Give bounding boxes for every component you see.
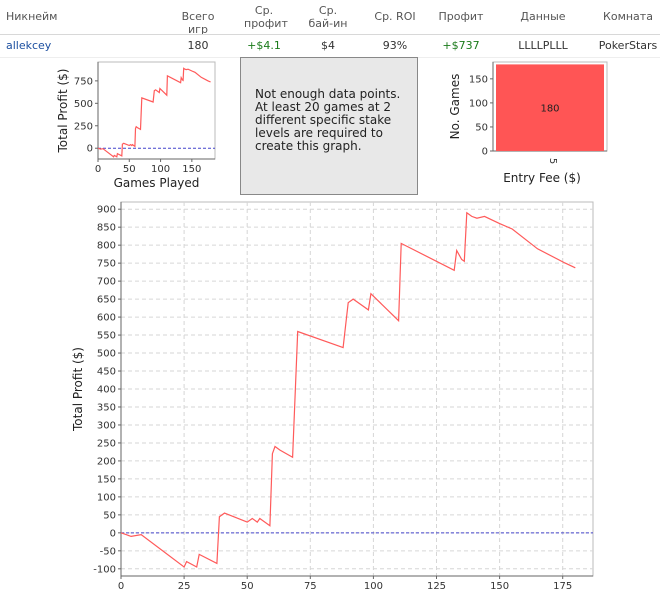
y-tick-label: 750 — [74, 76, 93, 87]
x-tick-label: 150 — [182, 164, 201, 175]
y-tick-label: 550 — [97, 331, 116, 342]
y-tick-label: 750 — [97, 259, 116, 270]
profit-series-line — [120, 211, 576, 568]
x-tick-label: 5 — [547, 158, 558, 164]
y-tick-label: 650 — [97, 295, 116, 306]
x-tick-label: 100 — [151, 164, 170, 175]
y-tick-label: 350 — [97, 402, 116, 413]
x-tick-label: 50 — [123, 164, 136, 175]
col-nickname: Никнейм — [6, 10, 58, 23]
col-avg-profit: Ср. профит — [244, 4, 288, 30]
y-tick-label: 400 — [97, 385, 116, 396]
avg-buyin-value: $4 — [321, 39, 335, 52]
y-tick-label: 250 — [74, 121, 93, 132]
col-data: Данные — [520, 10, 566, 23]
y-tick-label: 600 — [97, 313, 116, 324]
x-tick-label: 125 — [427, 581, 446, 592]
col-avg-roi: Ср. ROI — [374, 10, 416, 23]
y-tick-label: 700 — [97, 277, 116, 288]
small-profit-chart: 0 50 100 150 0 250 500 750 Games Played Total Pro… — [56, 61, 216, 190]
y-tick-label: 100 — [469, 98, 488, 109]
x-tick-label: 150 — [490, 581, 509, 592]
x-tick-label: 75 — [304, 581, 317, 592]
entry-fee-chart: 0 50 100 150 180 5 Entry Fee ($) No. Games — [448, 61, 608, 185]
y-tick-label: 800 — [97, 241, 116, 252]
y-axis-label: Total Profit ($) — [71, 347, 85, 432]
y-tick-label: 850 — [97, 223, 116, 234]
y-tick-label: 250 — [97, 438, 116, 449]
y-tick-label: 900 — [97, 205, 116, 216]
plot-area — [97, 61, 216, 160]
y-tick-label: -50 — [100, 546, 116, 557]
col-profit: Профит — [438, 10, 484, 23]
bar-data-label: 180 — [540, 104, 559, 115]
y-tick-label: 150 — [469, 74, 488, 85]
y-tick-label: -100 — [93, 564, 116, 575]
col-avg-buyin: Ср. бай-ин — [308, 4, 348, 30]
y-tick-label: 50 — [475, 122, 488, 133]
table-row: allekcey 180 +$4.1 $4 93% +$737 LLLLPLLL… — [0, 34, 660, 58]
y-tick-label: 0 — [110, 528, 116, 539]
y-axis-label: No. Games — [448, 74, 462, 140]
y-tick-label: 200 — [97, 456, 116, 467]
y-tick-label: 300 — [97, 420, 116, 431]
bar-entry-fee — [496, 64, 604, 151]
avg-roi-value: 93% — [382, 39, 408, 52]
x-tick-label: 50 — [241, 581, 254, 592]
col-total-games: Всего игр — [181, 10, 215, 36]
main-profit-chart: 0 25 50 75 100 125 150 175 -100 -50 0 50 100 150 200 25… — [71, 201, 594, 592]
x-tick-label: 25 — [178, 581, 191, 592]
avg-profit-value: +$4.1 — [247, 39, 281, 52]
y-tick-label: 500 — [97, 349, 116, 360]
y-tick-label: 50 — [103, 510, 116, 521]
table-header: Никнейм Всего игр Ср. профит Ср. бай-ин … — [0, 0, 660, 36]
total-games-value: 180 — [187, 39, 209, 52]
x-tick-label: 0 — [95, 164, 101, 175]
x-tick-label: 175 — [553, 581, 572, 592]
data-value: LLLLPLLL — [518, 39, 568, 52]
x-tick-label: 0 — [118, 581, 124, 592]
profit-value: +$737 — [442, 39, 480, 52]
not-enough-data-message: Not enough data points. At least 20 game… — [240, 57, 418, 195]
y-tick-label: 450 — [97, 367, 116, 378]
y-tick-label: 150 — [97, 474, 116, 485]
x-axis-label: Games Played — [114, 176, 200, 190]
y-tick-label: 100 — [97, 492, 116, 503]
col-room: Комната — [603, 10, 653, 23]
y-tick-label: 500 — [74, 99, 93, 110]
y-tick-label: 0 — [482, 147, 488, 158]
player-link[interactable]: allekcey — [6, 39, 52, 52]
profit-series-line — [97, 67, 211, 158]
y-axis-label: Total Profit ($) — [56, 69, 70, 154]
room-value: PokerStars — [598, 39, 658, 52]
x-axis-label: Entry Fee ($) — [503, 171, 581, 185]
y-tick-label: 0 — [87, 144, 93, 155]
x-tick-label: 100 — [364, 581, 383, 592]
